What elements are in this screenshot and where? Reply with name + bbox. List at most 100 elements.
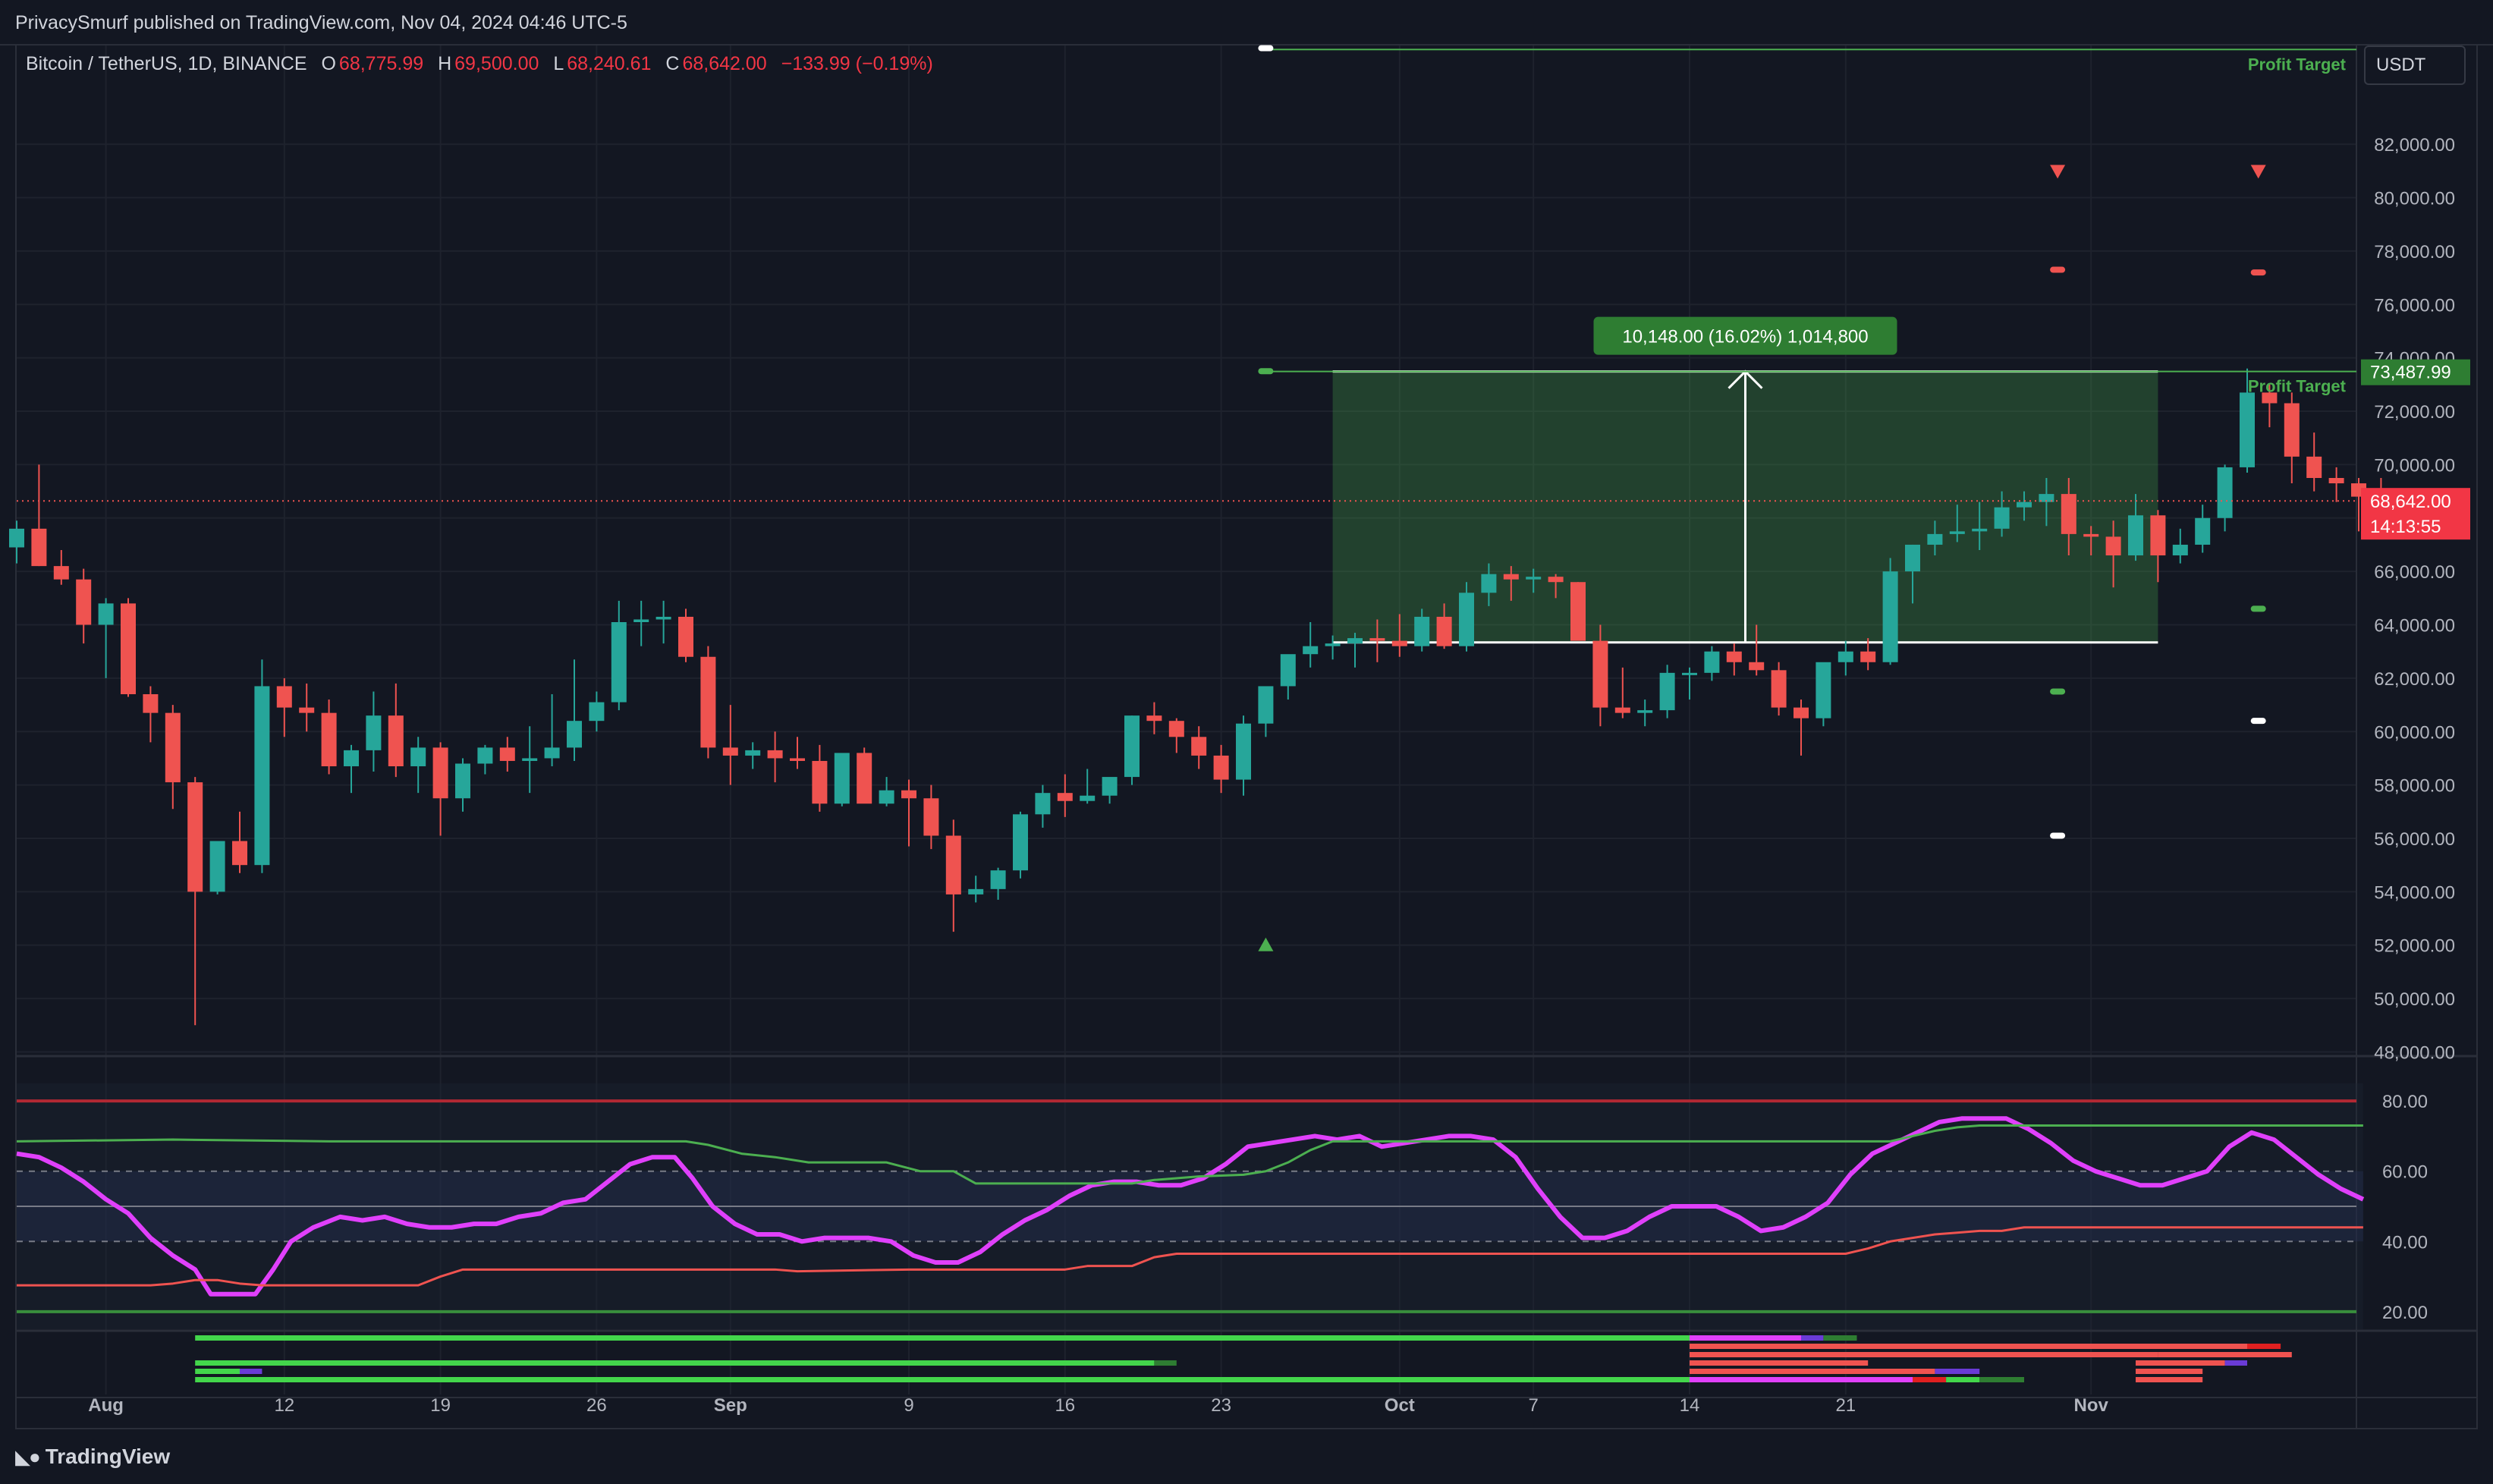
high-price-label: 73,487.99 [2370, 363, 2451, 383]
candle-body [633, 619, 649, 622]
symbol-legend[interactable]: Bitcoin / TetherUS, 1D, BINANCE O 68,775.… [26, 53, 936, 75]
candle [410, 737, 426, 794]
candle [1994, 491, 2010, 537]
price-range-measure[interactable]: 10,148.00 (16.02%) 1,014,800 [1332, 316, 2158, 644]
time-tick-label: 7 [1529, 1395, 1539, 1416]
indicator-strip-segment [1823, 1335, 1857, 1341]
signal-markers [1258, 45, 2266, 951]
candle [1168, 718, 1184, 753]
candle [2195, 505, 2211, 553]
candle-body [276, 686, 292, 708]
candle [857, 747, 872, 804]
tradingview-logo[interactable]: ◣● TradingView [15, 1445, 170, 1469]
candle-body [232, 841, 247, 866]
candle-body [2128, 515, 2143, 556]
candle-body [1102, 777, 1118, 796]
candle [700, 646, 716, 759]
candle-body [1035, 793, 1051, 815]
candle [2083, 526, 2099, 556]
indicator-strip-segment [1979, 1377, 2024, 1382]
candle [522, 726, 538, 794]
candle-body [2061, 494, 2076, 534]
price-tick-label: 64,000.00 [2374, 616, 2455, 637]
candle-body [1927, 533, 1943, 545]
signal-dash-marker [1258, 45, 1274, 52]
candle-body [812, 760, 828, 804]
candle-body [1481, 574, 1497, 593]
time-tick-label: 21 [1835, 1395, 1856, 1416]
candle-body [722, 747, 738, 756]
candle-body [1614, 707, 1630, 713]
candle [1057, 774, 1073, 817]
candle [1347, 633, 1363, 668]
legend-high-value: 69,500.00 [454, 53, 539, 74]
candle-body [2240, 392, 2255, 467]
price-tick-label: 78,000.00 [2374, 242, 2455, 263]
candle-body [1347, 638, 1363, 644]
measure-label: 10,148.00 (16.02%) 1,014,800 [1622, 327, 1868, 347]
candle-body [344, 750, 359, 766]
grid-lines [17, 46, 2476, 1428]
candle [1570, 582, 1586, 641]
price-tick-label: 82,000.00 [2374, 135, 2455, 156]
oscillator-tick-label: 20.00 [2382, 1303, 2428, 1323]
candle-body [1749, 662, 1765, 671]
legend-symbol[interactable]: Bitcoin / TetherUS, 1D, BINANCE [26, 53, 307, 74]
indicator-strip-segment [1154, 1360, 1177, 1366]
candle-body [31, 528, 47, 567]
candle-body [1459, 593, 1474, 646]
current-price-tag [2361, 488, 2470, 540]
candle [2172, 528, 2188, 564]
measure-label-box [1593, 316, 1897, 355]
indicator-strip-segment [1690, 1360, 1869, 1366]
candle [923, 784, 939, 850]
tradingview-brand: TradingView [45, 1445, 171, 1468]
candle-body [2172, 544, 2188, 556]
candle [1436, 603, 1452, 649]
candle [276, 678, 292, 737]
signal-down-marker [2050, 165, 2066, 179]
candle [1213, 744, 1229, 794]
indicator-strip-segment [195, 1360, 1155, 1366]
legend-high-label: H [438, 53, 452, 74]
time-tick-label: 9 [904, 1395, 913, 1416]
indicator-strips [195, 1335, 2292, 1382]
candle [834, 753, 850, 806]
candle [722, 705, 738, 785]
candle [567, 659, 582, 761]
oscillator-series-line [16, 1124, 2363, 1185]
candle-body [678, 616, 693, 657]
price-tick-label: 62,000.00 [2374, 669, 2455, 690]
currency-selector[interactable]: USDT [2364, 46, 2466, 85]
candle-body [477, 747, 493, 764]
candle [1325, 635, 1341, 660]
price-tick-label: 56,000.00 [2374, 829, 2455, 850]
candle-body [1838, 651, 1853, 662]
axes[interactable]: 82,000.0080,000.0078,000.0076,000.0074,0… [88, 135, 2470, 1416]
candle [1080, 769, 1096, 804]
legend-low-label: L [553, 53, 564, 74]
candle [2150, 510, 2166, 583]
candle-body [143, 694, 159, 713]
legend-open-label: O [321, 53, 336, 74]
candle-body [767, 750, 783, 759]
indicator-strip-segment [1946, 1377, 1980, 1382]
oscillator-tick-label: 40.00 [2382, 1232, 2428, 1253]
tradingview-logo-icon: ◣● [15, 1445, 41, 1468]
indicator-strip-segment [1801, 1335, 1824, 1341]
candle [2017, 491, 2032, 521]
candle [1548, 574, 1564, 599]
candle [2240, 368, 2255, 473]
candle-body [857, 753, 872, 804]
candle [1771, 662, 1787, 716]
legend-close-value: 68,642.00 [682, 53, 767, 74]
candle [678, 608, 693, 662]
candle [121, 598, 136, 697]
candle-body [1949, 531, 1965, 534]
indicator-strip-segment [2224, 1360, 2247, 1366]
candle-body [254, 686, 270, 866]
candle [477, 744, 493, 775]
candle-body [2105, 536, 2121, 556]
candle [499, 737, 515, 772]
